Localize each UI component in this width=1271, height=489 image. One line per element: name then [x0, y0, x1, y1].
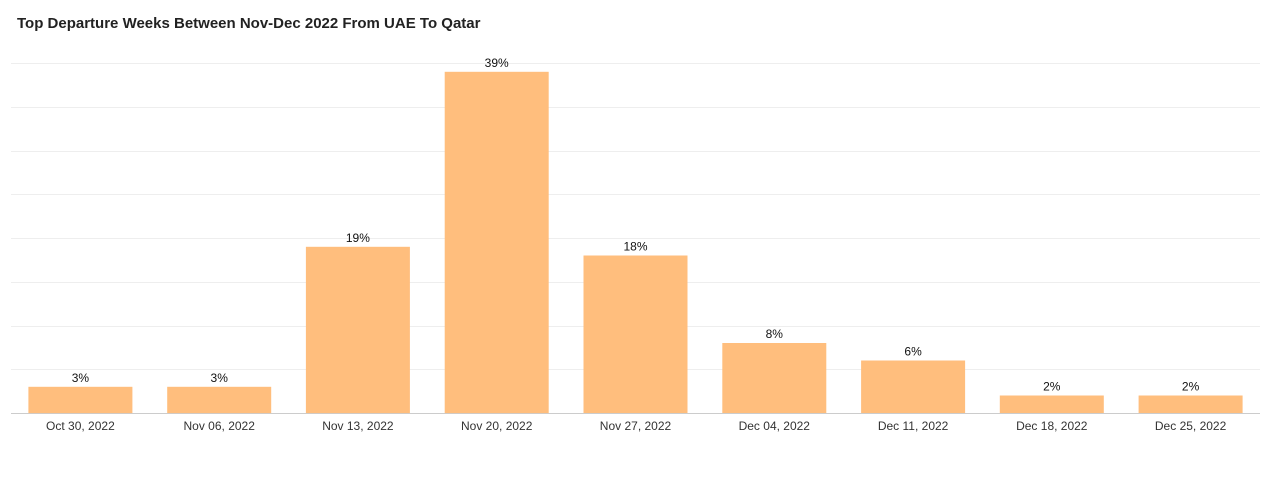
bar-value-label: 3%: [211, 371, 229, 385]
x-tick-label: Nov 13, 2022: [322, 419, 394, 433]
chart-title: Top Departure Weeks Between Nov-Dec 2022…: [17, 15, 481, 32]
x-tick-label: Dec 18, 2022: [1016, 419, 1088, 433]
bar-value-label: 2%: [1182, 380, 1200, 394]
bar[interactable]: [999, 395, 1104, 414]
x-tick-label: Oct 30, 2022: [46, 419, 115, 433]
bar-value-label: 8%: [766, 327, 784, 341]
value-labels: 3% 3% 19% 39% 18% 8% 6% 2% 2%: [72, 56, 1200, 394]
x-tick-label: Nov 27, 2022: [600, 419, 672, 433]
bar[interactable]: [861, 360, 966, 414]
x-tick-label: Nov 06, 2022: [184, 419, 256, 433]
bar[interactable]: [583, 255, 688, 414]
bar[interactable]: [1138, 395, 1243, 414]
bar[interactable]: [167, 386, 272, 414]
x-tick-label: Dec 04, 2022: [739, 419, 811, 433]
bar[interactable]: [305, 246, 410, 414]
bar-value-label: 6%: [904, 345, 922, 359]
x-tick-label: Nov 20, 2022: [461, 419, 533, 433]
x-tick-label: Dec 25, 2022: [1155, 419, 1227, 433]
bar[interactable]: [444, 71, 549, 414]
bar-value-label: 18%: [623, 240, 647, 254]
x-tick-label: Dec 11, 2022: [878, 419, 949, 433]
x-tick-labels: Oct 30, 2022 Nov 06, 2022 Nov 13, 2022 Nov …: [46, 419, 1227, 433]
bar-value-label: 39%: [485, 56, 509, 70]
bar[interactable]: [28, 386, 133, 414]
bars: [28, 71, 1243, 414]
bar-value-label: 3%: [72, 371, 90, 385]
bar[interactable]: [722, 343, 827, 413]
bar-value-label: 2%: [1043, 380, 1061, 394]
bar-value-label: 19%: [346, 231, 370, 245]
